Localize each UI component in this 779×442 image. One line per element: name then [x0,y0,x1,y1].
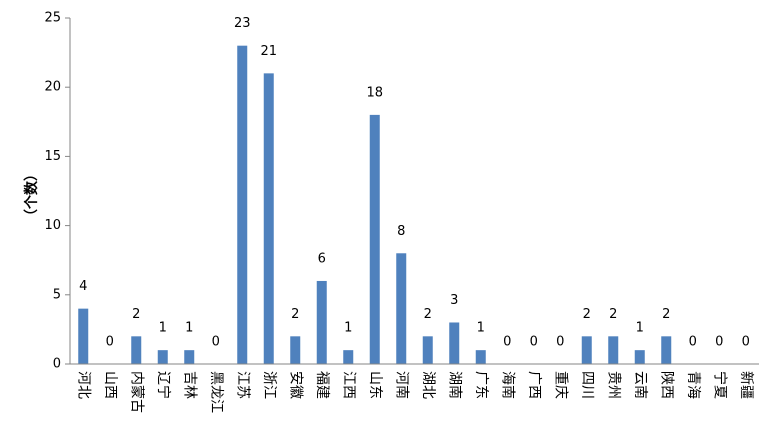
data-label: 18 [366,85,383,100]
x-category-label: 广西 [526,371,542,399]
data-label: 1 [344,321,352,336]
data-label: 0 [556,335,564,350]
y-tick-label: 20 [44,80,61,95]
bar [263,73,274,365]
data-label: 1 [477,321,485,336]
data-label: 2 [609,307,617,322]
x-category-label: 陕西 [658,371,674,399]
bar [131,336,142,364]
x-category-label: 浙江 [261,371,277,399]
y-axis-ticks: 0 5 10 15 20 25 [44,11,70,372]
x-category-label: 福建 [314,371,330,399]
x-category-label: 宁夏 [711,371,728,399]
y-tick-label: 0 [53,357,61,372]
bar [78,308,89,364]
x-category-label: 黑龙江 [208,371,224,413]
x-category-label: 四川 [579,371,595,399]
data-label: 1 [159,321,167,336]
x-category-label: 安徽 [287,371,303,399]
x-category-label: 河北 [75,371,91,399]
x-category-label: 山西 [102,371,118,399]
data-label: 2 [583,307,591,322]
bar [290,336,301,364]
data-label: 8 [397,224,405,239]
x-category-label: 江苏 [234,371,250,399]
data-label: 0 [106,335,114,350]
bar [369,114,380,364]
y-tick-label: 5 [53,287,61,302]
bar [422,336,433,364]
data-label: 0 [212,335,220,350]
x-category-label: 河南 [393,371,409,399]
x-category-label: 贵州 [605,371,621,399]
data-label: 3 [450,293,458,308]
x-category-label: 海南 [499,371,515,399]
x-axis-category-labels: 河北 山西 内蒙古 辽宁 吉林 黑龙江 江苏 浙江 安徽 福建 江西 山东 河南 湖北 湖南 广东 海南 广西 重庆… [75,371,754,413]
y-tick-label: 25 [44,11,61,26]
bar [661,336,672,364]
x-category-label: 山东 [367,371,383,399]
data-label: 2 [662,307,670,322]
data-label: 2 [291,307,299,322]
data-label: 2 [424,307,432,322]
bar [608,336,619,364]
bar [475,350,486,364]
x-category-label: 重庆 [552,371,568,399]
x-category-label: 吉林 [181,371,197,399]
bar [634,350,645,364]
data-label: 2 [132,307,140,322]
y-axis-title: （个数） [23,167,40,223]
data-label: 0 [742,335,750,350]
x-category-label: 湖北 [420,371,436,399]
bar [343,350,354,364]
bar [316,280,327,364]
x-category-label: 湖南 [446,371,462,399]
x-category-label: 新疆 [738,371,754,399]
x-category-label: 广东 [473,371,489,399]
x-category-label: 青海 [685,371,701,399]
bar [184,350,195,364]
data-label: 0 [689,335,697,350]
data-label: 0 [530,335,538,350]
bar [237,45,248,365]
data-label: 0 [503,335,511,350]
data-label: 6 [318,251,326,266]
bar-series [78,45,672,365]
bar [449,322,460,364]
bar [157,350,168,364]
y-tick-label: 15 [44,149,61,164]
data-label: 1 [636,321,644,336]
x-category-label: 内蒙古 [128,371,144,413]
x-category-label: 辽宁 [155,371,172,399]
data-label: 1 [185,321,193,336]
y-tick-label: 10 [44,218,61,233]
bar [396,253,407,364]
data-label: 23 [234,16,251,31]
data-label: 4 [79,279,87,294]
data-label: 0 [715,335,723,350]
data-label: 21 [260,44,277,59]
x-category-label: 江西 [340,371,356,399]
bar [581,336,592,364]
x-category-label: 云南 [632,371,648,399]
